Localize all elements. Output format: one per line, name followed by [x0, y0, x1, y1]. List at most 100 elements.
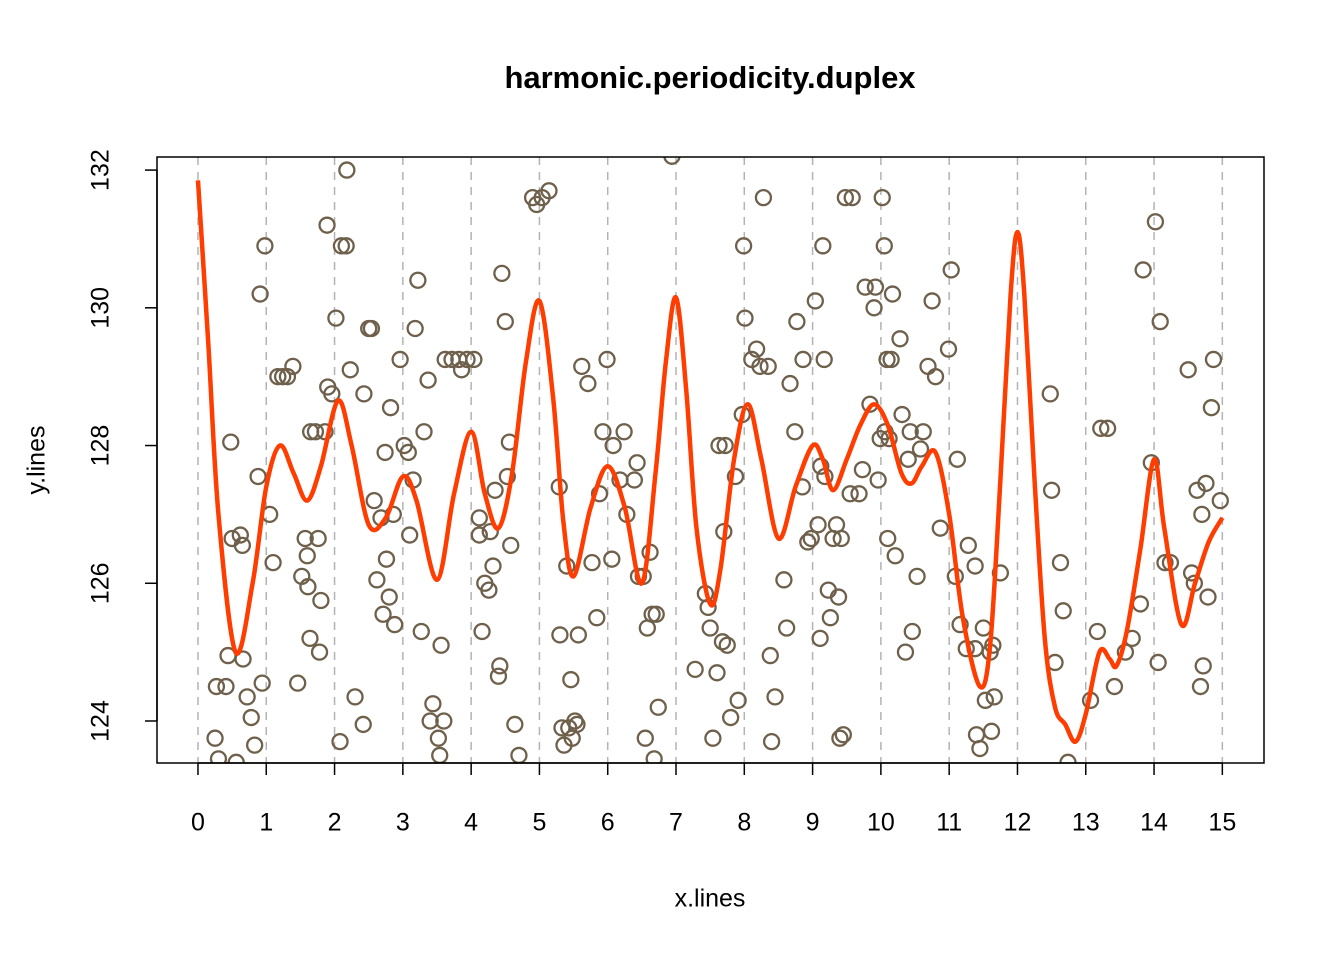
point	[1197, 474, 1215, 493]
point	[869, 471, 887, 489]
point	[829, 588, 848, 606]
point	[209, 750, 228, 763]
point	[484, 557, 502, 575]
point	[264, 553, 282, 572]
point	[1191, 677, 1210, 696]
point	[647, 605, 665, 623]
point	[583, 553, 601, 572]
point	[815, 350, 833, 369]
point	[480, 581, 498, 599]
point	[976, 691, 995, 709]
point	[278, 368, 297, 386]
point	[562, 671, 580, 689]
point	[911, 440, 930, 458]
point	[831, 729, 849, 747]
point	[251, 285, 269, 303]
point	[866, 278, 885, 296]
point	[489, 667, 508, 685]
point	[381, 399, 400, 417]
point	[762, 733, 781, 751]
point	[948, 450, 967, 468]
point	[914, 423, 932, 441]
point	[1149, 653, 1167, 672]
point	[551, 626, 569, 644]
point	[253, 674, 271, 692]
x-tick-label: 0	[191, 809, 205, 837]
point	[298, 547, 316, 565]
point	[882, 350, 900, 369]
point	[234, 650, 252, 668]
point	[1131, 595, 1150, 613]
point	[891, 330, 909, 348]
point	[568, 715, 586, 734]
point	[603, 550, 621, 568]
point	[628, 454, 646, 472]
point	[1051, 553, 1070, 572]
point	[809, 516, 827, 534]
point	[435, 712, 453, 730]
point	[458, 350, 476, 369]
point	[1151, 312, 1169, 331]
point	[1041, 385, 1059, 403]
y-tick-label: 124	[87, 700, 115, 742]
x-tick-label: 9	[806, 809, 820, 837]
point	[429, 729, 448, 747]
point	[836, 188, 855, 207]
point	[510, 746, 528, 763]
point	[296, 529, 314, 548]
point	[971, 739, 989, 758]
point	[346, 688, 364, 706]
point	[908, 567, 926, 586]
point	[777, 619, 796, 637]
point	[901, 423, 919, 441]
point	[231, 526, 249, 544]
point	[299, 578, 317, 596]
point	[506, 715, 524, 734]
point	[701, 619, 719, 637]
point	[1088, 622, 1107, 641]
point	[991, 564, 1010, 582]
point	[284, 357, 302, 375]
point	[310, 643, 329, 661]
point	[498, 467, 516, 486]
point	[716, 436, 734, 455]
point	[811, 629, 829, 648]
point	[242, 708, 260, 727]
point	[786, 423, 804, 441]
point	[710, 436, 728, 455]
point	[843, 188, 861, 207]
point	[368, 571, 386, 589]
point	[736, 309, 754, 327]
point	[1092, 419, 1110, 437]
point	[399, 443, 417, 462]
point	[729, 691, 747, 709]
point	[1199, 588, 1217, 606]
point	[942, 261, 960, 279]
y-tick-label: 132	[87, 149, 115, 191]
point	[327, 309, 345, 327]
point	[481, 522, 499, 541]
point	[636, 729, 654, 747]
x-tick-label: 11	[936, 809, 962, 837]
point	[496, 312, 514, 331]
point	[759, 357, 777, 375]
point	[974, 619, 992, 637]
point	[431, 746, 449, 763]
point	[337, 237, 355, 255]
x-tick-label: 10	[867, 809, 895, 837]
point	[794, 350, 812, 369]
point	[788, 312, 806, 331]
point	[1193, 505, 1211, 524]
point	[853, 460, 872, 479]
x-tick-label: 7	[669, 809, 683, 837]
point	[1146, 213, 1165, 231]
point	[365, 491, 383, 510]
point	[301, 629, 319, 648]
point	[754, 188, 773, 207]
point	[896, 643, 915, 661]
point	[799, 533, 817, 551]
point	[704, 729, 722, 747]
point	[452, 361, 471, 379]
